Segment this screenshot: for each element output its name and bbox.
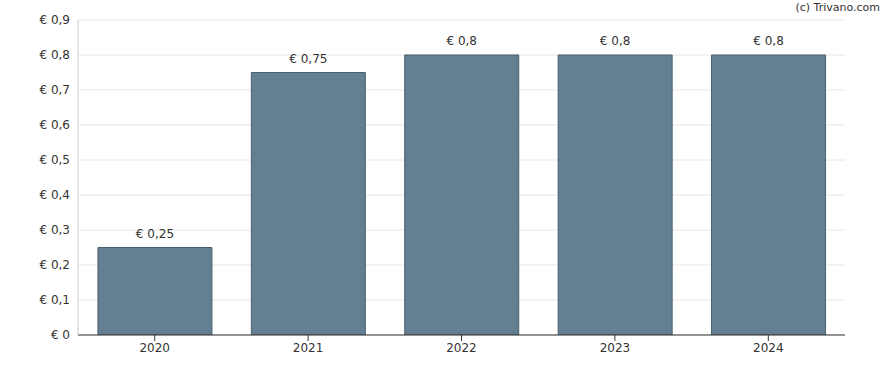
svg-text:€ 0,3: € 0,3	[39, 223, 70, 237]
svg-text:€ 0,8: € 0,8	[753, 34, 784, 48]
svg-text:€ 0,5: € 0,5	[39, 153, 70, 167]
svg-text:€ 0,2: € 0,2	[39, 258, 70, 272]
svg-text:€ 0,1: € 0,1	[39, 293, 70, 307]
svg-text:€ 0,6: € 0,6	[39, 118, 70, 132]
svg-text:2022: 2022	[446, 341, 477, 355]
svg-text:2020: 2020	[139, 341, 170, 355]
svg-text:2024: 2024	[753, 341, 784, 355]
svg-text:€ 0,9: € 0,9	[39, 13, 70, 27]
html-text:(c) Trivano.com: (c) Trivano.com	[795, 1, 880, 14]
svg-text:€ 0,8: € 0,8	[39, 48, 70, 62]
svg-text:2021: 2021	[293, 341, 324, 355]
svg-text:€ 0,8: € 0,8	[446, 34, 477, 48]
svg-text:€ 0,25: € 0,25	[136, 227, 174, 241]
svg-text:€ 0,7: € 0,7	[39, 83, 70, 97]
svg-text:€ 0,8: € 0,8	[600, 34, 631, 48]
svg-text:2023: 2023	[600, 341, 631, 355]
svg-text:€ 0: € 0	[51, 328, 70, 342]
svg-text:€ 0,4: € 0,4	[39, 188, 70, 202]
svg-text:€ 0,75: € 0,75	[289, 52, 327, 66]
